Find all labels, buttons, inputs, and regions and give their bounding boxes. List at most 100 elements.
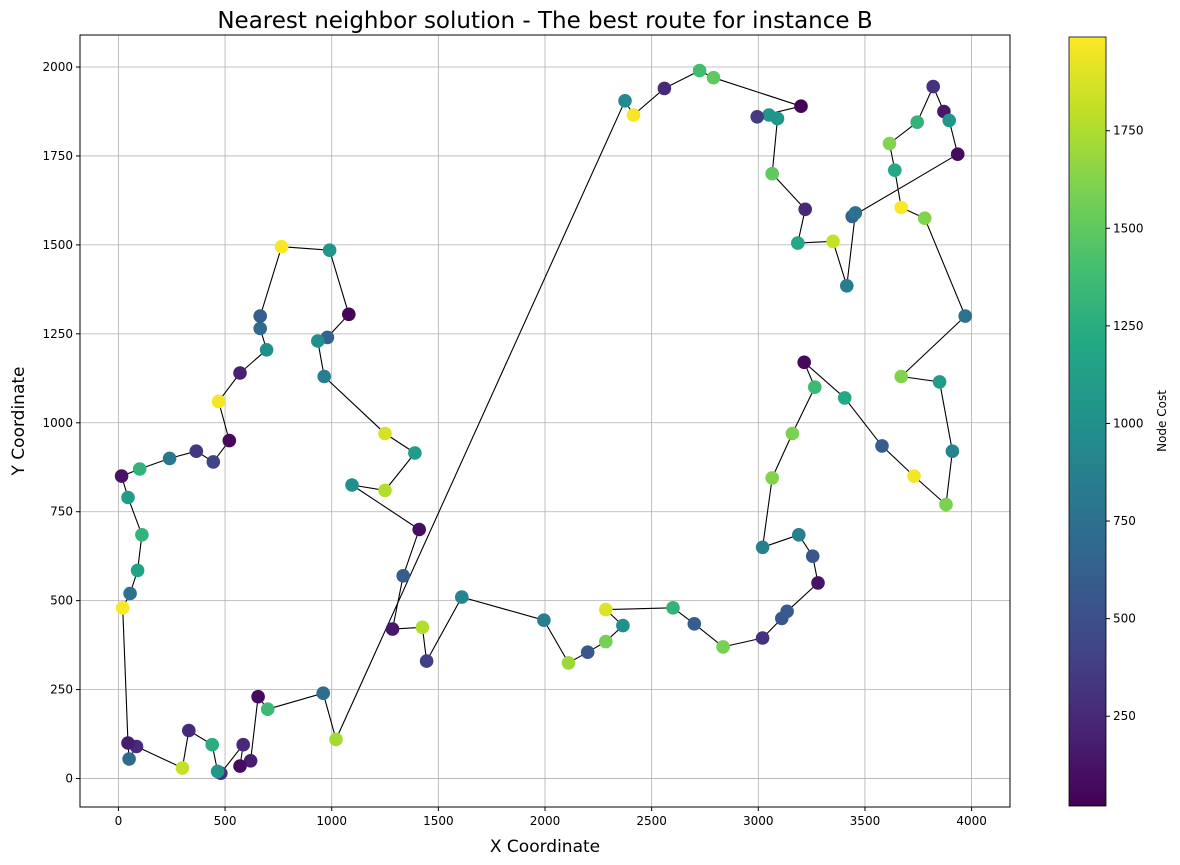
node-point [408, 446, 422, 460]
y-tick-label: 750 [50, 505, 73, 519]
node-point [692, 63, 707, 78]
node-point [939, 497, 953, 512]
colorbar-tick-label: 1250 [1113, 319, 1144, 333]
node-point [317, 369, 332, 384]
node-point [233, 366, 247, 380]
node-point [233, 759, 247, 773]
node-point [599, 634, 613, 649]
x-tick-label: 2000 [530, 814, 561, 828]
y-tick-label: 1250 [42, 327, 73, 341]
node-point [798, 202, 812, 217]
node-point [412, 522, 427, 537]
node-point [210, 764, 225, 779]
node-point [618, 94, 632, 108]
node-point [329, 732, 343, 747]
node-point [189, 444, 204, 459]
y-tick-label: 1000 [42, 416, 73, 430]
node-point [259, 343, 274, 357]
node-point [848, 206, 863, 220]
node-point [342, 307, 356, 322]
node-point [808, 380, 822, 395]
node-point [115, 601, 130, 615]
node-point [716, 640, 730, 654]
node-point [765, 166, 779, 181]
node-point [130, 563, 145, 578]
node-point [826, 234, 840, 249]
node-point [797, 355, 811, 370]
x-tick-label: 1500 [423, 814, 454, 828]
node-point [750, 110, 764, 124]
node-point [114, 469, 129, 483]
node-point [888, 163, 902, 177]
node-point [762, 108, 776, 122]
node-point [455, 590, 469, 604]
node-point [316, 686, 331, 700]
node-point [910, 115, 924, 129]
node-point [755, 540, 770, 555]
node-point [251, 689, 265, 704]
x-tick-label: 3000 [743, 814, 774, 828]
node-point [322, 243, 337, 257]
node-point [415, 620, 430, 635]
node-point [875, 439, 889, 453]
node-point [794, 99, 808, 113]
node-point [121, 490, 135, 505]
node-point [222, 433, 237, 448]
node-point [840, 279, 854, 293]
node-point [121, 736, 135, 750]
node-point [917, 211, 932, 225]
colorbar-tick-label: 250 [1113, 709, 1136, 723]
node-point [205, 737, 219, 752]
node-point [945, 444, 960, 459]
node-point [311, 334, 325, 348]
node-points [114, 63, 972, 780]
x-tick-label: 0 [115, 814, 123, 828]
node-point [805, 549, 820, 563]
node-point [378, 426, 392, 441]
node-point [419, 654, 434, 668]
node-point [958, 309, 972, 323]
colorbar-tick-label: 1500 [1113, 221, 1144, 235]
y-tick-label: 1750 [42, 149, 73, 163]
colorbar-tick-label: 1750 [1113, 124, 1144, 138]
node-point [791, 236, 805, 250]
node-point [396, 569, 411, 583]
node-point [932, 375, 947, 389]
node-point [253, 309, 267, 323]
y-tick-label: 2000 [42, 60, 73, 74]
colorbar-tick-label: 500 [1113, 612, 1136, 626]
node-point [385, 622, 400, 636]
node-point [211, 394, 226, 409]
x-tick-label: 500 [214, 814, 237, 828]
node-point [561, 656, 576, 670]
node-point [882, 136, 897, 151]
x-tick-label: 2500 [636, 814, 667, 828]
node-point [616, 618, 630, 633]
node-point [837, 391, 852, 405]
colorbar-ticks: 250 500 750 1000 1250 1500 1750 [1106, 124, 1144, 723]
node-point [780, 604, 794, 619]
node-point [811, 576, 825, 590]
node-point [253, 321, 267, 336]
colorbar-tick-label: 750 [1113, 514, 1136, 528]
node-point [599, 602, 613, 617]
node-point [950, 147, 965, 161]
node-point [687, 617, 702, 631]
node-point [236, 737, 250, 752]
node-point [243, 754, 258, 768]
node-point [755, 631, 770, 645]
node-point [907, 469, 921, 483]
node-point [926, 79, 940, 94]
y-tick-label: 250 [50, 683, 73, 697]
node-point [182, 723, 196, 738]
node-point [345, 478, 359, 492]
y-axis-label: Y Coordinate [9, 367, 29, 477]
node-point [785, 426, 800, 441]
node-point [894, 200, 908, 215]
node-point [792, 528, 806, 542]
node-point [122, 752, 136, 766]
node-point [260, 702, 275, 716]
grid-lines [80, 35, 1010, 807]
node-point [175, 761, 190, 775]
